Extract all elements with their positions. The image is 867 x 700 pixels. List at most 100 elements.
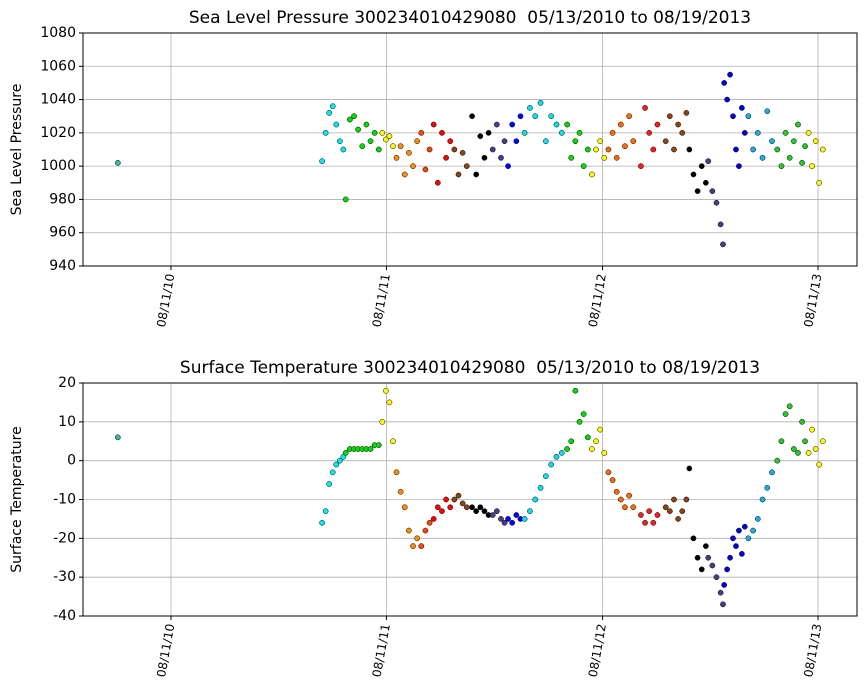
point — [426, 146, 433, 153]
point — [597, 138, 604, 145]
point — [662, 504, 669, 511]
point — [705, 158, 712, 164]
point — [805, 450, 812, 456]
point — [727, 71, 733, 78]
point — [340, 146, 347, 153]
point — [447, 138, 454, 145]
point — [679, 508, 686, 514]
point — [558, 450, 565, 456]
x-tick-label: 08/11/12 — [586, 273, 609, 329]
point — [769, 138, 775, 145]
point — [513, 512, 520, 518]
point — [609, 130, 616, 136]
point — [741, 130, 748, 136]
point — [754, 130, 761, 136]
point — [597, 426, 604, 433]
point — [383, 387, 389, 394]
point — [774, 146, 781, 153]
point — [481, 508, 488, 514]
point — [568, 154, 575, 161]
point — [414, 138, 421, 145]
point — [410, 163, 416, 169]
point — [572, 387, 579, 394]
point — [397, 488, 404, 495]
point — [489, 512, 496, 518]
point — [589, 446, 595, 452]
point — [414, 535, 421, 542]
point — [333, 461, 340, 468]
point — [375, 442, 382, 448]
point — [386, 133, 393, 140]
point — [390, 143, 396, 150]
y-tick-label: 1060 — [40, 58, 76, 74]
point — [589, 171, 595, 178]
point — [703, 543, 709, 549]
point — [745, 535, 752, 542]
point — [558, 130, 565, 136]
plot-frame — [82, 382, 858, 617]
point — [799, 159, 805, 166]
point — [642, 105, 648, 111]
point — [443, 154, 449, 161]
point — [501, 138, 508, 145]
point — [630, 138, 637, 145]
point — [543, 138, 549, 145]
point — [593, 438, 599, 445]
point — [455, 171, 462, 178]
point — [724, 96, 730, 103]
point — [509, 121, 516, 128]
point — [721, 80, 728, 86]
point — [572, 138, 579, 145]
point — [626, 113, 632, 120]
point — [764, 485, 771, 491]
point — [371, 130, 378, 136]
point — [501, 519, 508, 526]
point — [355, 126, 361, 133]
point — [114, 434, 121, 441]
y-tick-label: 1020 — [40, 125, 76, 141]
point — [654, 121, 661, 128]
point — [617, 496, 624, 503]
point — [367, 446, 374, 452]
point — [698, 566, 705, 573]
point — [717, 221, 724, 228]
point — [759, 154, 766, 161]
point — [527, 105, 533, 111]
point — [605, 146, 612, 153]
point — [679, 130, 686, 136]
point — [459, 500, 466, 507]
point — [418, 130, 425, 136]
point — [329, 469, 336, 476]
point — [778, 438, 785, 445]
x-tick-label: 08/11/12 — [586, 623, 609, 679]
point — [626, 492, 632, 499]
point — [717, 589, 724, 596]
y-tick-label: -20 — [53, 530, 76, 546]
point — [477, 504, 484, 511]
chart-title: Surface Temperature 300234010429080 05/1… — [180, 358, 760, 378]
y-tick-label: 10 — [58, 414, 76, 430]
point — [367, 138, 374, 145]
y-tick-label: -10 — [53, 492, 76, 508]
plot-frame — [82, 32, 858, 267]
point — [447, 504, 454, 511]
point — [646, 508, 653, 514]
point — [802, 143, 808, 150]
point — [642, 519, 648, 526]
point — [494, 508, 500, 514]
point — [786, 154, 793, 161]
point — [671, 146, 677, 153]
point — [455, 492, 462, 499]
point — [451, 496, 458, 503]
point — [709, 188, 716, 194]
point — [410, 543, 416, 549]
point — [393, 154, 400, 161]
point — [576, 130, 583, 136]
point — [750, 527, 756, 534]
y-tick-label: -30 — [53, 569, 76, 585]
point — [754, 516, 761, 522]
point — [690, 171, 697, 178]
point — [790, 446, 797, 452]
point — [730, 113, 736, 120]
point — [812, 138, 819, 145]
